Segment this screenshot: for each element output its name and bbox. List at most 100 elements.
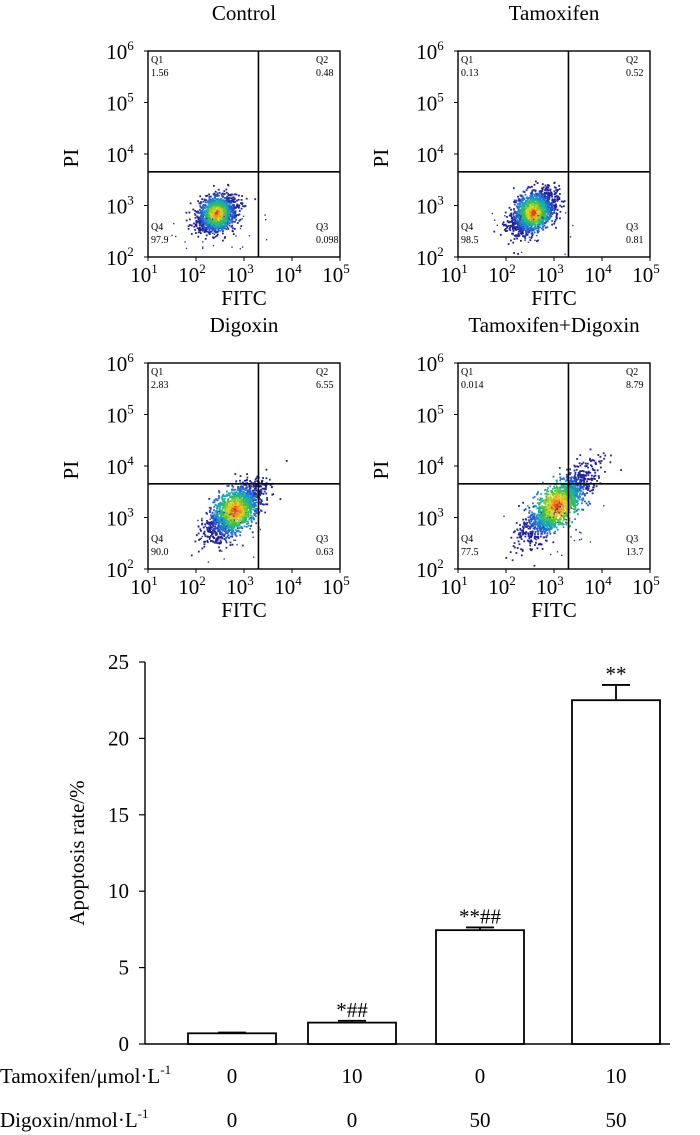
- event-dot: [214, 231, 217, 234]
- event-dot: [205, 230, 207, 232]
- event-dot: [231, 543, 234, 546]
- event-dot: [213, 208, 215, 211]
- event-dot: [239, 531, 242, 533]
- event-dot: [219, 227, 222, 229]
- y-tick-label: 104: [106, 141, 134, 167]
- event-dot: [224, 222, 227, 225]
- event-dot: [539, 222, 542, 224]
- event-dot: [202, 247, 204, 250]
- event-dot: [516, 223, 519, 226]
- event-dot: [549, 192, 552, 195]
- event-dot: [229, 201, 232, 204]
- event-dot: [542, 203, 545, 206]
- event-dot: [553, 212, 555, 214]
- x-tick-label-base: 10: [584, 263, 605, 287]
- event-dot: [200, 201, 203, 203]
- event-dot: [236, 512, 238, 515]
- event-dot: [219, 207, 222, 210]
- event-dot: [544, 195, 547, 198]
- y-tick-label: 103: [416, 193, 444, 219]
- y-tick-label-base: 10: [106, 246, 127, 270]
- event-dot: [221, 201, 223, 203]
- event-dot: [223, 190, 226, 193]
- y-tick-label-base: 10: [416, 40, 437, 64]
- event-dot: [221, 533, 223, 536]
- event-dot: [199, 195, 202, 198]
- event-dot: [211, 229, 214, 232]
- event-dot: [227, 207, 230, 210]
- event-dot: [538, 192, 540, 195]
- event-dot: [213, 199, 215, 202]
- event-dot: [548, 206, 551, 209]
- event-dot: [229, 202, 232, 205]
- event-dot: [223, 218, 226, 221]
- x-tick-label-exponent: 4: [295, 261, 302, 276]
- event-dot: [231, 213, 234, 216]
- event-dot: [227, 492, 230, 494]
- event-dot: [535, 219, 538, 222]
- event-dot: [524, 211, 527, 213]
- event-dot: [214, 228, 217, 230]
- event-dot: [220, 519, 223, 521]
- event-dot: [223, 216, 226, 219]
- event-dot: [536, 206, 539, 209]
- event-dot: [212, 236, 214, 239]
- event-dot: [232, 496, 235, 498]
- event-dot: [219, 201, 222, 204]
- event-dot: [213, 233, 216, 235]
- event-dot: [204, 540, 207, 543]
- event-dot: [530, 221, 533, 224]
- event-dot: [270, 486, 273, 489]
- event-dot: [221, 192, 224, 195]
- event-dot: [197, 525, 200, 528]
- event-dot: [233, 228, 236, 230]
- event-dot: [218, 205, 221, 207]
- event-dot: [525, 204, 528, 206]
- quadrant-name-q2: Q2: [626, 55, 638, 66]
- event-dot: [221, 214, 224, 216]
- event-dot: [510, 239, 512, 242]
- event-dot: [553, 205, 556, 207]
- event-dot: [246, 502, 249, 504]
- event-dot: [200, 215, 202, 218]
- event-dot: [522, 196, 525, 199]
- event-dot: [247, 522, 250, 524]
- event-dot: [525, 233, 527, 236]
- event-dot: [217, 198, 219, 200]
- event-dot: [526, 215, 529, 217]
- event-dot: [226, 493, 228, 496]
- event-dot: [235, 515, 238, 518]
- event-dot: [226, 495, 229, 497]
- event-dot: [554, 192, 557, 194]
- event-dot: [506, 216, 508, 218]
- event-dot: [545, 214, 548, 217]
- quadrant-value-q1: 1.56: [151, 68, 169, 79]
- event-dot: [504, 228, 507, 230]
- event-dot: [541, 213, 544, 215]
- event-dot: [552, 201, 555, 204]
- event-dot: [545, 200, 548, 203]
- event-dot: [212, 220, 215, 223]
- event-dot: [246, 486, 248, 489]
- event-dot: [231, 514, 234, 517]
- event-dot: [197, 235, 200, 238]
- event-dot: [219, 225, 222, 228]
- event-dot: [206, 522, 208, 524]
- event-dot: [548, 184, 551, 187]
- event-dot: [512, 212, 515, 215]
- event-dot: [535, 209, 538, 212]
- event-dot: [202, 213, 205, 216]
- event-dot: [225, 522, 228, 524]
- event-dot: [221, 509, 224, 512]
- event-dot: [239, 479, 241, 482]
- event-dot: [201, 220, 204, 223]
- event-dot: [241, 486, 244, 488]
- event-dot: [546, 210, 549, 213]
- event-dot: [187, 225, 190, 228]
- event-dot: [197, 227, 200, 230]
- event-dot: [234, 529, 237, 531]
- event-dot: [234, 497, 237, 500]
- event-dot: [199, 208, 201, 211]
- event-dot: [223, 506, 225, 509]
- quadrant-name-q4: Q4: [461, 222, 473, 233]
